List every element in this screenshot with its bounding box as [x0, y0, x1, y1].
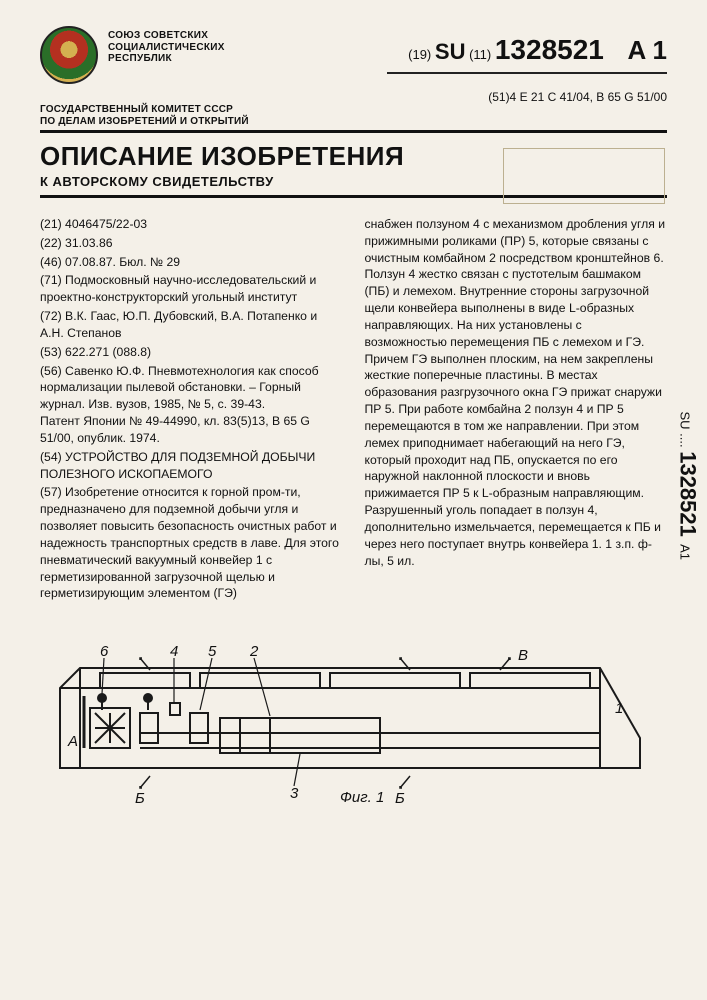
ipc-code: (51)4 E 21 C 41/04, B 65 G 51/00 — [488, 90, 667, 104]
su-mid: (11) — [469, 47, 491, 62]
field-54: (54) УСТРОЙСТВО ДЛЯ ПОДЗЕМНОЙ ДОБЫЧИ ПОЛ… — [40, 449, 343, 483]
header-rule — [387, 72, 667, 74]
field-72: (72) В.К. Гаас, Ю.П. Дубовский, В.А. Пот… — [40, 308, 343, 342]
svg-text:6: 6 — [100, 643, 109, 660]
left-column: (21) 4046475/22-03 (22) 31.03.86 (46) 07… — [40, 216, 343, 604]
svg-text:2: 2 — [249, 643, 259, 660]
committee-name: ГОСУДАРСТВЕННЫЙ КОМИТЕТ СССРПО ДЕЛАМ ИЗО… — [40, 104, 707, 128]
su-number: 1328521 — [495, 34, 604, 65]
field-53: (53) 622.271 (088.8) — [40, 344, 343, 361]
figure-1: 6 4 5 2 1 3 А Б Б В Фиг. 1 — [40, 618, 667, 808]
svg-text:3: 3 — [290, 785, 299, 802]
stamp-box — [503, 148, 665, 204]
svg-text:Б: Б — [395, 790, 405, 807]
su-prefix: (19) — [408, 47, 431, 62]
svg-text:1: 1 — [615, 700, 623, 717]
right-column: снабжен ползуном 4 с механизмом дроблени… — [365, 216, 668, 604]
field-46: (46) 07.08.87. Бюл. № 29 — [40, 254, 343, 271]
svg-text:А: А — [67, 733, 78, 750]
field-71: (71) Подмосковный научно-исследовательск… — [40, 272, 343, 306]
field-57: (57) Изобретение относится к горной пром… — [40, 484, 343, 602]
svg-text:В: В — [518, 647, 528, 664]
spine-number: 1328521 — [676, 451, 701, 537]
spine-code: SU — [678, 411, 693, 429]
svg-text:5: 5 — [208, 643, 217, 660]
rule-top — [40, 130, 667, 133]
spine-text: SU .... 1328521 A1 — [675, 411, 701, 560]
svg-text:Б: Б — [135, 790, 145, 807]
su-kind: A 1 — [628, 35, 668, 65]
su-code: SU — [435, 39, 466, 64]
svg-text:4: 4 — [170, 643, 178, 660]
abstract-cont: снабжен ползуном 4 с механизмом дроблени… — [365, 216, 668, 569]
field-22: (22) 31.03.86 — [40, 235, 343, 252]
state-emblem — [40, 26, 98, 84]
field-21: (21) 4046475/22-03 — [40, 216, 343, 233]
field-56: (56) Савенко Ю.Ф. Пневмотехнология как с… — [40, 363, 343, 447]
svg-text:Фиг. 1: Фиг. 1 — [340, 789, 384, 806]
doc-number-block: (19) SU (11) 1328521 A 1 — [408, 34, 667, 66]
union-name: СОЮЗ СОВЕТСКИХСОЦИАЛИСТИЧЕСКИХРЕСПУБЛИК — [108, 30, 225, 65]
